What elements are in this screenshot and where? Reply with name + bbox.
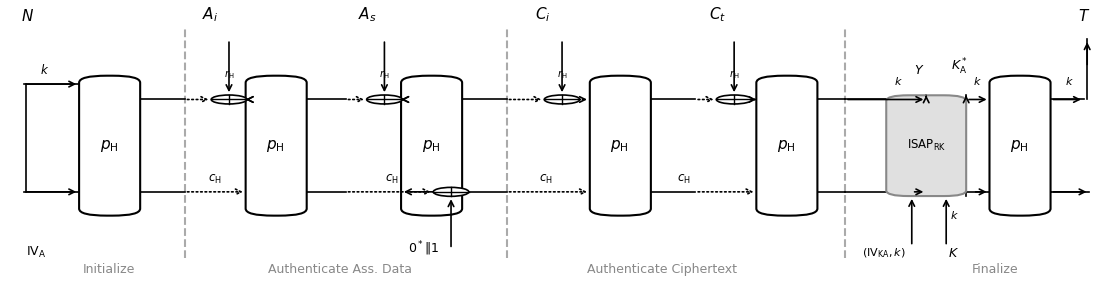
FancyBboxPatch shape: [246, 76, 307, 216]
Text: $c_\mathrm{H}$: $c_\mathrm{H}$: [678, 173, 691, 186]
Text: $k$: $k$: [949, 209, 958, 221]
Text: $p_\mathrm{H}$: $p_\mathrm{H}$: [266, 138, 285, 154]
FancyBboxPatch shape: [757, 76, 817, 216]
Text: $(\mathrm{IV}_{\mathrm{KA}}, k)$: $(\mathrm{IV}_{\mathrm{KA}}, k)$: [863, 247, 906, 260]
Text: Authenticate Ciphertext: Authenticate Ciphertext: [587, 263, 737, 276]
Text: $p_\mathrm{H}$: $p_\mathrm{H}$: [611, 138, 629, 154]
FancyBboxPatch shape: [989, 76, 1051, 216]
Text: $K$: $K$: [948, 247, 959, 260]
Text: Finalize: Finalize: [972, 263, 1018, 276]
Text: $k$: $k$: [973, 75, 982, 87]
Circle shape: [366, 95, 402, 104]
Text: $k$: $k$: [894, 75, 903, 87]
Text: $A_s$: $A_s$: [358, 5, 377, 24]
FancyBboxPatch shape: [590, 76, 651, 216]
Text: $p_\mathrm{H}$: $p_\mathrm{H}$: [422, 138, 441, 154]
Text: $r_\mathrm{H}$: $r_\mathrm{H}$: [729, 69, 739, 81]
Text: $Y$: $Y$: [914, 64, 925, 77]
Text: $C_i$: $C_i$: [535, 5, 551, 24]
Text: $c_\mathrm{H}$: $c_\mathrm{H}$: [539, 173, 552, 186]
Text: Initialize: Initialize: [82, 263, 136, 276]
Text: $p_\mathrm{H}$: $p_\mathrm{H}$: [100, 138, 118, 154]
Text: $c_\mathrm{H}$: $c_\mathrm{H}$: [208, 173, 221, 186]
Text: $p_\mathrm{H}$: $p_\mathrm{H}$: [1011, 138, 1028, 154]
FancyBboxPatch shape: [79, 76, 140, 216]
Text: $C_t$: $C_t$: [709, 5, 726, 24]
Text: $\mathrm{IV}_\mathrm{A}$: $\mathrm{IV}_\mathrm{A}$: [26, 245, 46, 260]
Text: $r_\mathrm{H}$: $r_\mathrm{H}$: [556, 69, 568, 81]
Circle shape: [544, 95, 580, 104]
Text: $k$: $k$: [40, 63, 49, 77]
Circle shape: [211, 95, 247, 104]
Text: $N$: $N$: [21, 8, 35, 24]
Text: $p_\mathrm{H}$: $p_\mathrm{H}$: [777, 138, 796, 154]
Text: $K_\mathrm{A}^*$: $K_\mathrm{A}^*$: [951, 57, 968, 77]
Text: $\mathsf{ISAP_{RK}}$: $\mathsf{ISAP_{RK}}$: [906, 138, 946, 153]
Text: $T$: $T$: [1077, 8, 1090, 24]
Text: $r_\mathrm{H}$: $r_\mathrm{H}$: [380, 69, 390, 81]
Text: $c_\mathrm{H}$: $c_\mathrm{H}$: [385, 173, 400, 186]
Text: $r_\mathrm{H}$: $r_\mathrm{H}$: [224, 69, 234, 81]
FancyBboxPatch shape: [401, 76, 462, 216]
Text: $k$: $k$: [1065, 75, 1074, 87]
Text: $A_i$: $A_i$: [203, 5, 218, 24]
Text: Authenticate Ass. Data: Authenticate Ass. Data: [268, 263, 412, 276]
FancyBboxPatch shape: [886, 95, 966, 196]
Circle shape: [717, 95, 752, 104]
Text: $0^* \| 1$: $0^* \| 1$: [407, 239, 439, 258]
Circle shape: [433, 187, 469, 196]
